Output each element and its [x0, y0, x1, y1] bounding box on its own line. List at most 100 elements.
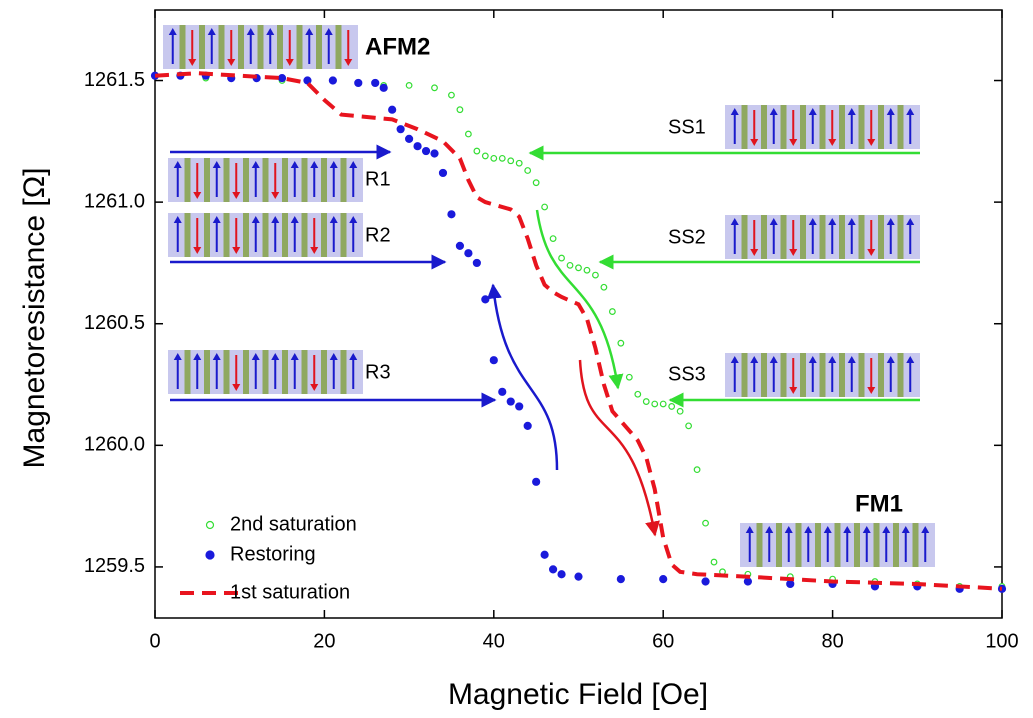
data-point — [999, 585, 1006, 592]
data-point — [550, 566, 557, 573]
arrow — [493, 285, 557, 470]
spin-stripe — [800, 215, 806, 259]
annotation: SS1 — [668, 116, 706, 138]
spin-stripe — [781, 215, 787, 259]
spin-stripe — [321, 158, 327, 202]
data-point — [279, 75, 286, 82]
data-point — [787, 580, 794, 587]
data-point — [449, 92, 455, 98]
data-point — [533, 180, 539, 186]
annotation: SS3 — [668, 363, 706, 385]
spin-stripe — [321, 350, 327, 394]
spin-stripe — [341, 158, 347, 202]
annotation: R1 — [365, 168, 391, 190]
data-point — [660, 401, 666, 407]
legend-label: 1st saturation — [230, 581, 350, 603]
data-point — [524, 422, 531, 429]
y-tick-label: 1260.5 — [84, 312, 145, 334]
data-point — [559, 255, 565, 261]
data-point — [474, 148, 480, 154]
legend-label: 2nd saturation — [230, 513, 357, 535]
data-point — [439, 169, 446, 176]
data-point — [635, 391, 641, 397]
annotation: AFM2 — [365, 33, 430, 60]
data-point — [652, 401, 658, 407]
data-point — [483, 153, 489, 159]
data-point — [744, 578, 751, 585]
spin-stripe — [282, 350, 288, 394]
data-point — [702, 578, 709, 585]
data-point — [525, 168, 531, 174]
spin-stripe — [898, 353, 904, 397]
spin-stripe — [839, 215, 845, 259]
spin-stripe — [742, 353, 748, 397]
data-point — [406, 135, 413, 142]
spin-stripe — [282, 158, 288, 202]
spin-stripe — [204, 213, 210, 257]
spin-stripe — [757, 523, 763, 567]
chart: Magnetic Field [Oe] Magnetoresistance [Ω… — [0, 0, 1033, 718]
spin-stripe — [277, 25, 283, 69]
y-tick-label: 1261.5 — [84, 69, 145, 91]
spin-stripe — [800, 353, 806, 397]
data-point — [406, 83, 412, 89]
annotation: R3 — [365, 361, 391, 383]
data-point — [558, 571, 565, 578]
x-tick-label: 20 — [313, 630, 335, 652]
data-point — [432, 85, 438, 91]
spin-stripe — [297, 25, 303, 69]
legend-label: Restoring — [230, 543, 316, 565]
spin-stripe — [820, 353, 826, 397]
data-point — [490, 357, 497, 364]
data-point — [703, 520, 709, 526]
legend-marker — [206, 551, 214, 559]
x-tick-label: 0 — [149, 630, 160, 652]
spin-stripe — [742, 215, 748, 259]
spin-stripe — [835, 523, 841, 567]
spin-stripe — [185, 350, 191, 394]
x-tick-label: 100 — [985, 630, 1018, 652]
spin-stripe — [776, 523, 782, 567]
spin-stripe — [898, 105, 904, 149]
data-point — [499, 388, 506, 395]
spin-stripe — [185, 158, 191, 202]
spin-stripe — [316, 25, 322, 69]
data-point — [329, 77, 336, 84]
data-point — [431, 150, 438, 157]
spin-stripe — [761, 105, 767, 149]
spin-stripe — [219, 25, 225, 69]
spin-stripe — [263, 158, 269, 202]
spin-stripe — [321, 213, 327, 257]
spin-stripe — [199, 25, 205, 69]
spin-stripe — [224, 158, 230, 202]
data-point — [610, 309, 616, 315]
spin-stripe — [282, 213, 288, 257]
spin-stripe — [820, 105, 826, 149]
spin-stripe — [839, 105, 845, 149]
data-point — [516, 403, 523, 410]
data-point — [389, 106, 396, 113]
spin-stripe — [878, 353, 884, 397]
x-tick-label: 60 — [652, 630, 674, 652]
y-tick-label: 1260.0 — [84, 434, 145, 456]
data-point — [677, 408, 683, 414]
y-axis-label: Magnetoresistance [Ω] — [18, 168, 51, 469]
spin-stripe — [878, 215, 884, 259]
data-point — [541, 551, 548, 558]
data-point — [457, 107, 463, 113]
data-point — [711, 559, 717, 565]
spin-stripe — [263, 350, 269, 394]
spin-stripe — [761, 353, 767, 397]
spin-stripe — [800, 105, 806, 149]
annotation: FM1 — [855, 490, 903, 517]
spin-stripe — [859, 105, 865, 149]
data-point — [448, 211, 455, 218]
data-point — [567, 263, 573, 269]
spin-stripe — [839, 353, 845, 397]
spin-stripe — [336, 25, 342, 69]
data-point — [508, 158, 514, 164]
spin-stripe — [854, 523, 860, 567]
spin-stripe — [238, 25, 244, 69]
spin-stripe — [302, 350, 308, 394]
data-point — [660, 576, 667, 583]
